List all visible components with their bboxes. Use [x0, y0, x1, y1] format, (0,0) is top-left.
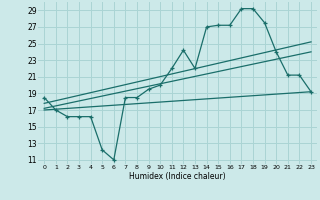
X-axis label: Humidex (Indice chaleur): Humidex (Indice chaleur) [129, 172, 226, 181]
